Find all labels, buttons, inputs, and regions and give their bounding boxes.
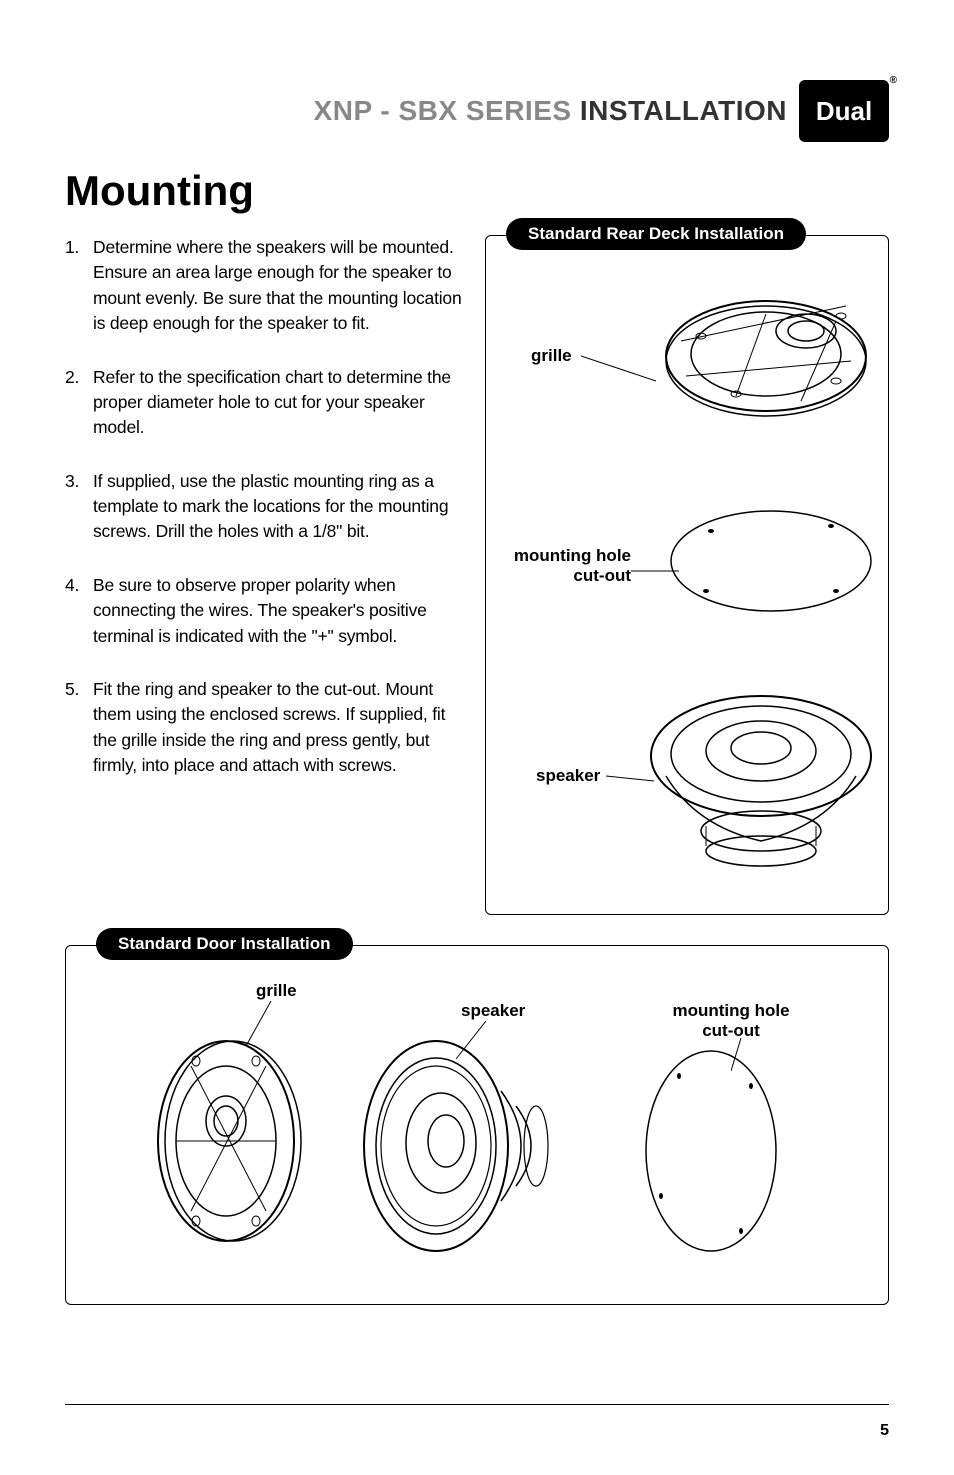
list-item: 5.Fit the ring and speaker to the cut-ou… bbox=[65, 677, 465, 779]
grille-label: grille bbox=[531, 346, 572, 366]
door-speaker-illustration bbox=[341, 1031, 581, 1261]
door-title: Standard Door Installation bbox=[96, 928, 353, 960]
door-cutout-illustration bbox=[621, 1036, 801, 1266]
speaker-illustration bbox=[636, 676, 886, 876]
page-header: XNP - SBX SERIES INSTALLATION Dual bbox=[65, 80, 889, 142]
instruction-column: 1.Determine where the speakers will be m… bbox=[65, 235, 465, 915]
rear-deck-title: Standard Rear Deck Installation bbox=[506, 218, 806, 250]
list-item: 2.Refer to the specification chart to de… bbox=[65, 365, 465, 441]
door-grille-label: grille bbox=[256, 981, 297, 1001]
series-name: XNP - SBX SERIES bbox=[314, 95, 572, 126]
list-item: 3.If supplied, use the plastic mounting … bbox=[65, 469, 465, 545]
speaker-label: speaker bbox=[536, 766, 600, 786]
cutout-label: mounting hole cut-out bbox=[511, 546, 631, 586]
door-grille-illustration bbox=[121, 1031, 331, 1251]
header-title: XNP - SBX SERIES INSTALLATION bbox=[314, 95, 787, 127]
section-name: INSTALLATION bbox=[580, 95, 787, 126]
rear-deck-column: Standard Rear Deck Installation grille bbox=[485, 235, 889, 915]
footer-rule bbox=[65, 1404, 889, 1405]
page-title: Mounting bbox=[65, 167, 889, 215]
pointer-line bbox=[631, 566, 681, 576]
brand-logo: Dual bbox=[799, 80, 889, 142]
pointer-line bbox=[581, 346, 661, 386]
grille-illustration bbox=[646, 276, 876, 436]
pointer-line bbox=[606, 766, 656, 786]
rear-deck-diagram: Standard Rear Deck Installation grille bbox=[485, 235, 889, 915]
door-cutout-label: mounting hole cut-out bbox=[666, 1001, 796, 1041]
list-item: 1.Determine where the speakers will be m… bbox=[65, 235, 465, 337]
steps-list: 1.Determine where the speakers will be m… bbox=[65, 235, 465, 778]
page-number: 5 bbox=[880, 1422, 889, 1440]
door-diagram: Standard Door Installation grille speake… bbox=[65, 945, 889, 1305]
door-speaker-label: speaker bbox=[461, 1001, 525, 1021]
cutout-illustration bbox=[656, 496, 886, 626]
list-item: 4.Be sure to observe proper polarity whe… bbox=[65, 573, 465, 649]
